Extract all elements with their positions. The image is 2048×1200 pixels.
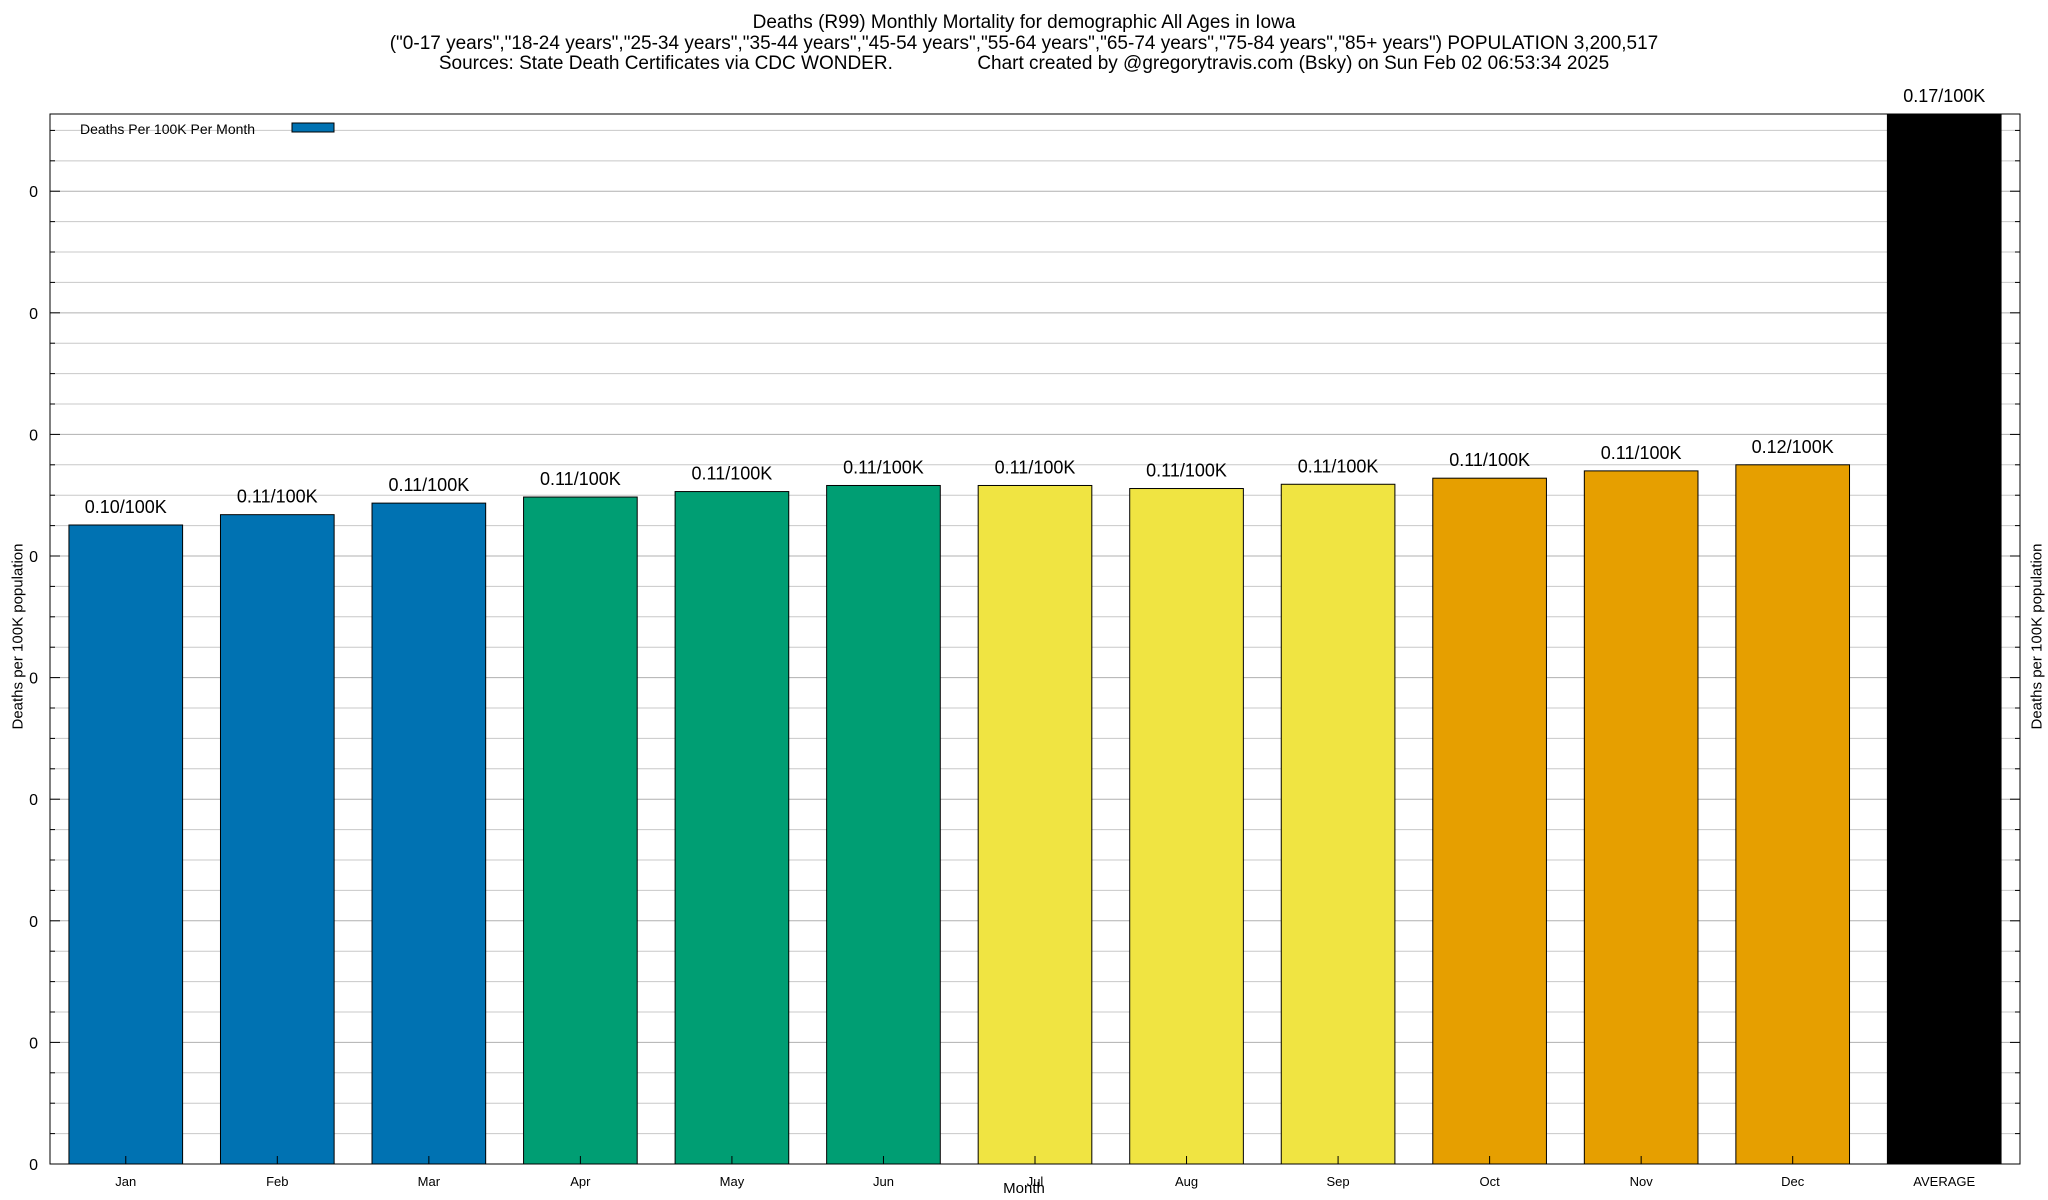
bar-data-label: 0.11/100K <box>1298 456 1379 476</box>
x-tick-label: Nov <box>1630 1174 1654 1189</box>
bar-nov <box>1583 470 1699 1165</box>
y-tick-label: 0 <box>29 792 38 809</box>
bar-oct <box>1432 477 1547 1165</box>
bar-sep <box>1280 483 1396 1165</box>
bar-may <box>674 491 790 1165</box>
chart-subtitle-demographics: ("0-17 years","18-24 years","25-34 years… <box>389 33 1659 54</box>
bar-mar <box>371 502 487 1165</box>
bars <box>68 113 2002 1165</box>
bar-data-label: 0.17/100K <box>1903 86 1985 106</box>
x-tick-label: May <box>720 1174 745 1189</box>
bar-jul <box>977 484 1093 1165</box>
bar-data-label: 0.11/100K <box>843 457 924 477</box>
bar-data-label: 0.11/100K <box>1146 461 1227 481</box>
bar-aug <box>1129 488 1244 1165</box>
bar-dec <box>1735 464 1851 1165</box>
bar-average <box>1886 113 2002 1165</box>
y2-axis-label: Deaths per 100K population <box>2028 543 2046 730</box>
bar-jan <box>68 524 184 1165</box>
y-tick-label: 0 <box>29 1035 38 1052</box>
axis-ticks <box>50 129 2020 1164</box>
bar-apr <box>523 496 638 1165</box>
x-tick-label: Aug <box>1175 1174 1198 1189</box>
x-tick-label: Jun <box>873 1174 894 1189</box>
bar-feb <box>219 514 335 1165</box>
bar-data-label: 0.11/100K <box>692 464 773 484</box>
x-tick-label: Mar <box>418 1174 441 1189</box>
x-tick-label: Jul <box>1027 1174 1044 1189</box>
x-tick-label: AVERAGE <box>1913 1174 1975 1189</box>
legend-label: Deaths Per 100K Per Month <box>80 121 255 137</box>
x-tick-label: Apr <box>570 1174 591 1189</box>
x-tick-label: Dec <box>1781 1174 1805 1189</box>
chart-subtitle-sources: Sources: State Death Certificates via CD… <box>438 53 1610 74</box>
bar-data-label: 0.11/100K <box>540 469 621 489</box>
y-tick-label: 0 <box>29 549 38 566</box>
y-tick-label: 0 <box>29 1157 38 1174</box>
legend: Deaths Per 100K Per Month <box>80 121 335 137</box>
x-tick-label: Sep <box>1327 1174 1350 1189</box>
chart-title: Deaths (R99) Monthly Mortality for demog… <box>752 12 1296 33</box>
labels: 0 0 0 0 0 0 0 0 0 0.10/100K Jan 0.11/100K Feb 0.11/10… <box>29 86 1985 1189</box>
bar-data-label: 0.11/100K <box>388 475 469 495</box>
bar-data-label: 0.12/100K <box>1752 437 1834 457</box>
bar-data-label: 0.10/100K <box>85 497 167 517</box>
bar-data-label: 0.11/100K <box>1449 450 1530 470</box>
y-axis-label: Deaths per 100K population <box>9 543 27 730</box>
bar-data-label: 0.11/100K <box>237 487 318 507</box>
x-tick-label: Oct <box>1479 1174 1500 1189</box>
y-tick-label: 0 <box>29 427 38 444</box>
y-tick-label: 0 <box>29 184 38 201</box>
x-tick-label: Jan <box>115 1174 136 1189</box>
y-tick-label: 0 <box>29 306 38 323</box>
y-tick-label: 0 <box>29 671 38 688</box>
bar-data-label: 0.11/100K <box>1601 443 1682 463</box>
legend-swatch <box>291 122 335 133</box>
x-axis-label: Month <box>1003 1180 1045 1197</box>
bar-data-label: 0.11/100K <box>995 457 1076 477</box>
x-tick-label: Feb <box>266 1174 288 1189</box>
y-tick-label: 0 <box>29 914 38 931</box>
bar-jun <box>826 484 941 1165</box>
